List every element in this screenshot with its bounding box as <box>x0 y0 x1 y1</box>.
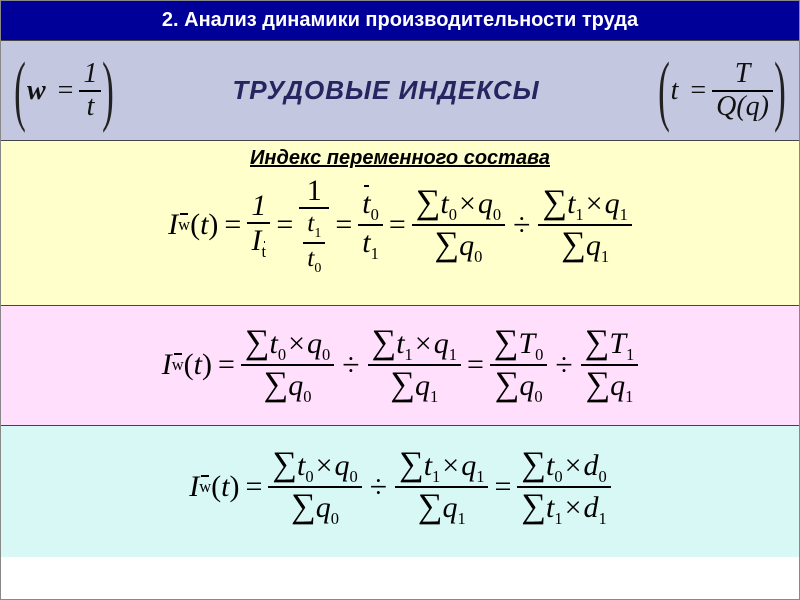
w-var: w <box>27 75 46 107</box>
p-q1: q <box>434 327 449 360</box>
s1c: 1 <box>575 205 583 224</box>
t0c: t <box>440 187 448 220</box>
w-den: t <box>79 90 101 123</box>
p-I: I <box>162 348 172 382</box>
def-w: ( w = 1 t ) <box>13 59 115 123</box>
p-q0b: q <box>288 369 303 402</box>
paren-open-icon: ( <box>658 59 670 121</box>
equals-icon: = <box>58 75 74 107</box>
p-frac2: ∑t1×q1 ∑q1 <box>368 324 461 406</box>
frac-t0-over-t1: t0 t1 <box>358 187 383 263</box>
sub-heading: Индекс переменного состава <box>1 141 799 170</box>
den-I: I <box>252 224 262 257</box>
c-d1: d <box>584 491 599 524</box>
s1a: 1 <box>314 226 321 241</box>
formula-yellow: I w (t) = 1 It = 1 t1 t0 <box>168 174 632 276</box>
c-frac2: ∑t1×q1 ∑q1 <box>395 446 488 528</box>
p-arg: t <box>194 348 202 382</box>
c-q1: q <box>461 449 476 482</box>
p-T0: T <box>518 327 535 360</box>
lhs-cyan: I w (t) <box>189 470 239 504</box>
c-sub: w <box>199 477 211 497</box>
c-frac3: ∑t0×d0 ∑t1×d1 <box>517 446 610 528</box>
t-den: Q(q) <box>712 90 773 123</box>
equals-icon: = <box>690 75 706 107</box>
lhs-arg: t <box>200 208 208 242</box>
p-q0: q <box>307 327 322 360</box>
s0b: 0 <box>371 205 379 224</box>
sq0c: 0 <box>493 205 501 224</box>
c-arg: t <box>221 470 229 504</box>
row-cyan: I w (t) = ∑t0×q0 ∑q0 ÷ ∑t1×q1 ∑q1 = ∑t0×… <box>1 425 799 557</box>
sq1c: 1 <box>620 205 628 224</box>
sq0d: 0 <box>474 247 482 266</box>
row-pink: I w (t) = ∑t0×q0 ∑q0 ÷ ∑t1×q1 ∑q1 = ∑T0 … <box>1 305 799 425</box>
paren-close-icon: ) <box>774 59 786 121</box>
row-yellow: Индекс переменного состава I w (t) = 1 I… <box>1 140 799 305</box>
paren-open-icon: ( <box>14 59 26 121</box>
q0c: q <box>478 187 493 220</box>
formula-pink: I w (t) = ∑t0×q0 ∑q0 ÷ ∑t1×q1 ∑q1 = ∑T0 … <box>162 324 639 406</box>
c-frac1: ∑t0×q0 ∑q0 <box>268 446 361 528</box>
c-t1: t <box>424 449 432 482</box>
frac-sum-t1q1: ∑t1×q1 ∑q1 <box>538 184 631 266</box>
frac-nested-left: 1 t1 t0 <box>299 174 329 276</box>
p-frac1: ∑t0×q0 ∑q0 <box>241 324 334 406</box>
t-num: T <box>712 59 773 90</box>
t1bar: t <box>307 208 314 237</box>
p-frac4: ∑T1 ∑q1 <box>581 324 639 406</box>
p-q1c: q <box>610 369 625 402</box>
frac-1-over-It: 1 It <box>247 189 270 261</box>
p-t0: t <box>270 327 278 360</box>
paren-close-icon: ) <box>103 59 115 121</box>
p-frac3: ∑T0 ∑q0 <box>490 324 548 406</box>
sq1d: 1 <box>601 247 609 266</box>
title-text: 2. Анализ динамики производительности тр… <box>162 9 638 31</box>
c-q1b: q <box>442 491 457 524</box>
c-q0: q <box>335 449 350 482</box>
formula-cyan: I w (t) = ∑t0×q0 ∑q0 ÷ ∑t1×q1 ∑q1 = ∑t0×… <box>189 446 611 528</box>
w-num: 1 <box>79 59 101 90</box>
q1d: q <box>586 229 601 262</box>
t-var: t <box>671 75 679 107</box>
section-heading: ТРУДОВЫЕ ИНДЕКСЫ <box>232 75 539 106</box>
t0bar: t <box>307 243 314 272</box>
num-1: 1 <box>247 189 270 222</box>
q1c: q <box>605 187 620 220</box>
title-bar: 2. Анализ динамики производительности тр… <box>1 1 799 40</box>
p-T1: T <box>609 327 626 360</box>
lhs-sub: w <box>178 215 190 235</box>
t-fraction: T Q(q) <box>712 59 773 123</box>
def-t: ( t = T Q(q) ) <box>657 59 787 123</box>
q0d: q <box>459 229 474 262</box>
row-definitions: ( w = 1 t ) ТРУДОВЫЕ ИНДЕКСЫ ( t = T Q(q… <box>1 40 799 140</box>
frac-sum-t0q0: ∑t0×q0 ∑q0 <box>412 184 505 266</box>
t1bar2: t <box>362 226 370 259</box>
s0c: 0 <box>449 205 457 224</box>
c-q0b: q <box>316 491 331 524</box>
slide: 2. Анализ динамики производительности тр… <box>0 0 800 600</box>
s0a: 0 <box>314 261 321 276</box>
lhs-pink: I w (t) <box>162 348 212 382</box>
c-I: I <box>189 470 199 504</box>
p-t1: t <box>396 327 404 360</box>
p-q0c: q <box>519 369 534 402</box>
s1b: 1 <box>371 244 379 263</box>
lhs-I: I <box>168 208 178 242</box>
lhs: I w (t) <box>168 208 218 242</box>
t0bar2: t <box>362 187 370 220</box>
w-fraction: 1 t <box>79 59 101 123</box>
p-sub: w <box>172 355 184 375</box>
den-I-sub: t <box>262 243 267 261</box>
p-q1b: q <box>415 369 430 402</box>
c-d0: d <box>584 449 599 482</box>
